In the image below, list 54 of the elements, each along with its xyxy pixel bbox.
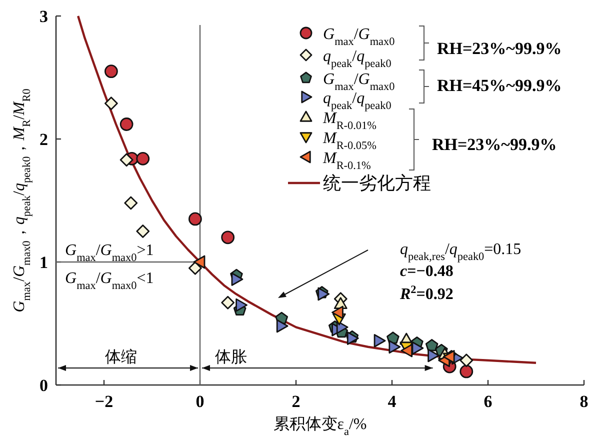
point: [400, 344, 413, 358]
point: [374, 334, 386, 348]
annotation: RH=45%~99.9%: [437, 76, 562, 95]
point: [318, 287, 330, 301]
annotation: 体胀: [215, 349, 247, 366]
legend-label: 统一劣化方程: [323, 173, 431, 193]
point: [332, 306, 344, 320]
y-tick-label: 1: [40, 253, 48, 272]
point: [188, 261, 202, 275]
annotation: G$_{max}$/G$_{max0}$>1: [65, 242, 154, 264]
legend-label: M$_{R-0.1%}$: [322, 150, 371, 172]
point: [193, 255, 206, 269]
point: [425, 338, 438, 352]
annotation: G$_{max}$/G$_{max0}$<1: [65, 270, 154, 292]
legend-label: M$_{R-0.01%}$: [322, 110, 376, 132]
annotation: R$^{2}$=0.92: [399, 284, 454, 303]
x-tick-label: 2: [292, 392, 300, 411]
point: [136, 224, 150, 238]
point: [460, 354, 474, 368]
point: [231, 272, 244, 286]
legend-label: G$_{max}$/G$_{max0}$: [323, 71, 396, 93]
point: [120, 118, 134, 131]
point: [104, 64, 118, 78]
point: [442, 350, 455, 364]
legend-label: q$_{peak}$/q$_{peak0}$: [323, 90, 392, 112]
x-tick-label: 8: [580, 392, 588, 411]
point: [428, 348, 440, 362]
y-tick-label: 0: [40, 376, 48, 395]
annotation: RH=23%~99.9%: [437, 39, 562, 58]
point: [460, 364, 474, 378]
point: [388, 340, 401, 354]
point: [120, 153, 134, 167]
legend-label: q$_{peak}$/q$_{peak0}$: [323, 48, 392, 70]
legend-label: M$_{R-0.05%}$: [322, 130, 376, 152]
x-tick-label: 6: [484, 392, 492, 411]
x-tick-label: −2: [94, 392, 114, 411]
x-tick-label: 0: [196, 392, 204, 411]
point: [276, 319, 288, 333]
point: [136, 152, 150, 166]
point: [124, 196, 138, 210]
legend-label: G$_{max}$/G$_{max0}$: [323, 26, 396, 48]
annotation: c=−0.48: [400, 263, 454, 280]
point: [236, 298, 248, 312]
annotation: 体缩: [105, 348, 137, 366]
y-tick-label: 2: [40, 130, 48, 149]
x-tick-label: 4: [388, 392, 397, 411]
annotation: q$_{peak,res}$/q$_{peak0}$=0.15: [400, 241, 522, 263]
point: [221, 296, 235, 310]
point: [188, 212, 202, 226]
point: [221, 230, 235, 244]
annotation: RH=23%~99.9%: [432, 135, 557, 154]
point: [104, 96, 118, 110]
x-axis-title: 累积体变ε$_{a}$/%: [273, 415, 367, 437]
y-tick-label: 3: [40, 7, 48, 26]
